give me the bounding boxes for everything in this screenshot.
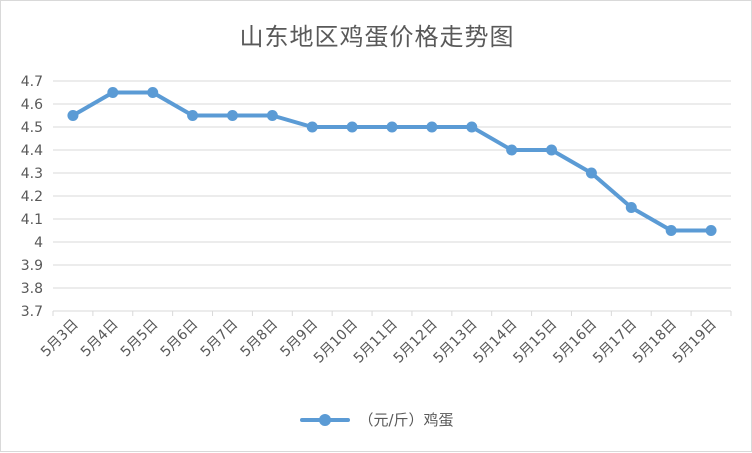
chart-title: 山东地区鸡蛋价格走势图	[239, 23, 515, 51]
data-point	[386, 121, 398, 133]
data-point	[266, 110, 278, 121]
y-tick-label: 4.4	[21, 143, 43, 159]
series-line	[70, 90, 714, 233]
y-tick-label: 4.7	[21, 74, 43, 90]
data-point	[625, 202, 637, 213]
legend-label: （元/斤）鸡蛋	[358, 411, 454, 429]
data-point	[546, 144, 558, 156]
data-point	[346, 121, 358, 133]
x-tick-label: 5月6日	[158, 317, 202, 361]
data-point	[705, 225, 717, 236]
data-point	[665, 225, 677, 236]
y-tick-label: 4.2	[21, 189, 43, 205]
y-tick-label: 4	[34, 235, 43, 251]
data-point	[466, 121, 478, 133]
x-tick-label: 5月5日	[118, 317, 162, 361]
x-tick-label: 5月4日	[78, 317, 122, 361]
data-point	[306, 121, 318, 133]
x-tick-label: 5月7日	[198, 317, 242, 361]
y-tick-label: 4.1	[21, 212, 43, 228]
legend: （元/斤）鸡蛋	[1, 409, 752, 430]
y-tick-label: 4.6	[21, 97, 43, 113]
data-point	[585, 167, 597, 179]
data-point	[147, 87, 159, 98]
y-tick-label: 4.5	[21, 120, 43, 136]
legend-line-marker-icon	[300, 413, 351, 427]
y-tick-label: 3.8	[21, 281, 43, 297]
y-tick-label: 3.7	[21, 304, 43, 320]
data-point	[426, 121, 438, 133]
data-point	[226, 110, 238, 121]
data-point	[187, 110, 199, 121]
y-tick-label: 4.3	[21, 166, 43, 182]
data-point	[107, 87, 119, 98]
data-point	[506, 144, 518, 156]
data-point	[67, 110, 79, 121]
x-tick-label: 5月3日	[38, 317, 82, 361]
x-tick-label: 5月19日	[670, 317, 720, 367]
y-tick-label: 3.9	[21, 258, 43, 274]
x-tick-label: 5月8日	[237, 317, 281, 361]
